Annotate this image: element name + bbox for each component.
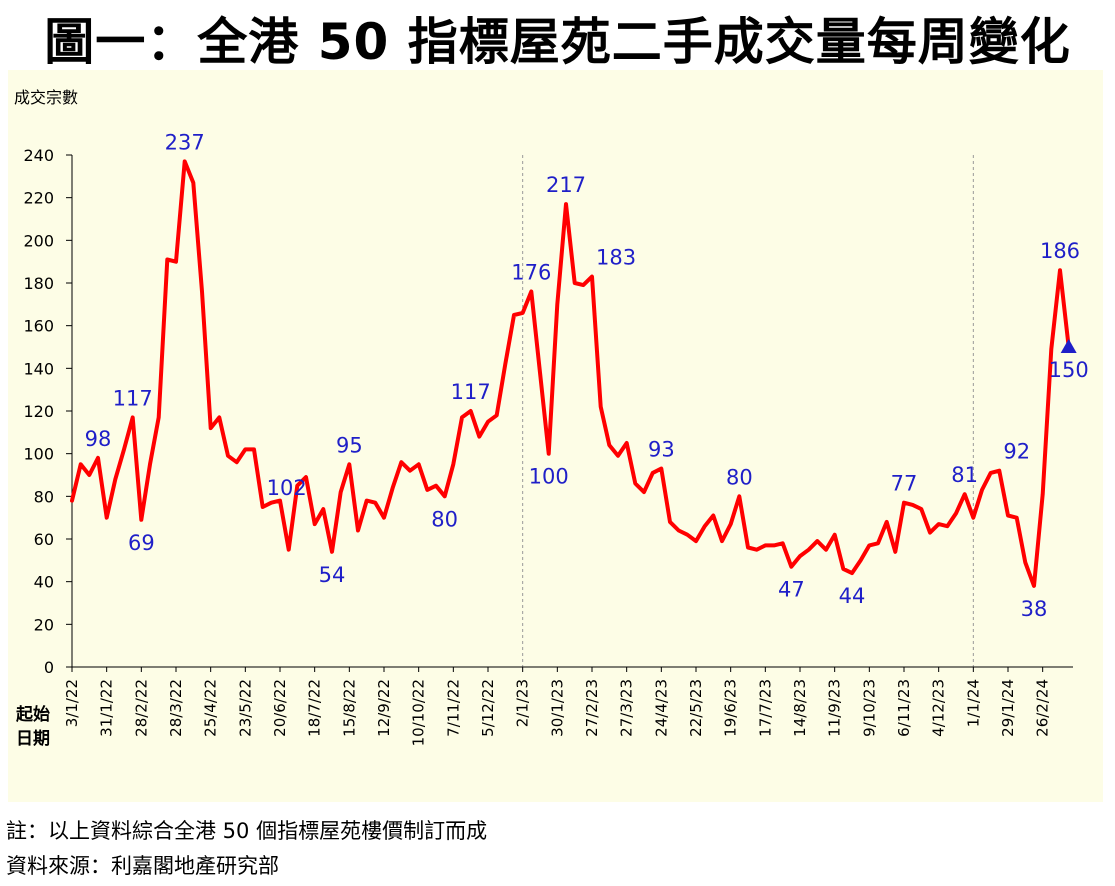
x-tick-label: 10/10/22 (410, 679, 428, 746)
data-label: 47 (778, 578, 805, 602)
data-label: 183 (596, 246, 636, 270)
chart-panel: 成交宗數起始日期 0 20 40 60 80 100 120 140 160 180 200 220 24… (8, 70, 1103, 802)
x-tick-label: 3/1/22 (63, 679, 81, 727)
chart-title: 圖一：全港 50 指標屋苑二手成交量每周變化 (44, 13, 1071, 71)
data-label: 186 (1040, 239, 1080, 263)
data-label: 102 (267, 476, 307, 500)
data-label: 81 (951, 463, 978, 487)
data-label: 98 (85, 427, 112, 451)
x-tick-label: 19/6/23 (722, 679, 740, 737)
data-label: 217 (546, 173, 586, 197)
data-series-line (70, 159, 1071, 588)
data-label: 95 (336, 433, 363, 457)
data-label: 80 (726, 465, 753, 489)
data-label: 100 (529, 465, 569, 489)
x-tick-label: 27/2/23 (583, 679, 601, 737)
x-tick-label: 18/7/22 (306, 679, 324, 737)
y-tick-label: 120 (23, 402, 54, 421)
data-label: 117 (113, 386, 153, 410)
x-tick-label: 2/1/23 (514, 679, 532, 727)
source-note: 資料來源：利嘉閣地產研究部 (6, 854, 279, 878)
x-tick-label: 5/12/22 (479, 679, 497, 737)
y-tick-label: 80 (34, 487, 54, 506)
y-tick-label: 40 (34, 573, 54, 592)
x-tick-label: 9/10/23 (860, 679, 878, 737)
x-tick-label: 1/1/24 (964, 679, 982, 727)
x-tick-label: 26/2/24 (1034, 679, 1052, 737)
y-tick-label: 100 (23, 445, 54, 464)
x-tick-label: 31/1/22 (98, 679, 116, 737)
y-tick-label: 0 (44, 658, 54, 677)
x-tick-label: 29/1/24 (999, 679, 1017, 737)
y-tick-label: 60 (34, 530, 54, 549)
footnote: 註：以上資料綜合全港 50 個指標屋苑樓價制訂而成 (6, 819, 488, 843)
y-tick-label: 220 (23, 189, 54, 208)
x-tick-label: 6/11/23 (895, 679, 913, 737)
data-label: 38 (1021, 597, 1048, 621)
y-tick-label: 160 (23, 317, 54, 336)
x-tick-label: 22/5/23 (687, 679, 705, 737)
x-tick-label: 4/12/23 (930, 679, 948, 737)
x-tick-label: 7/11/22 (444, 679, 462, 737)
x-tick-label: 17/7/23 (756, 679, 774, 737)
data-label: 176 (511, 261, 551, 285)
data-label: 80 (431, 507, 458, 531)
x-tick-label: 27/3/23 (618, 679, 636, 737)
data-label: 77 (891, 472, 918, 496)
x-tick-label: 28/2/22 (132, 679, 150, 737)
data-label: 44 (839, 584, 866, 608)
y-tick-label: 20 (34, 615, 54, 634)
data-label: 117 (451, 380, 491, 404)
y-tick-label: 180 (23, 274, 54, 293)
x-tick-label: 11/9/23 (826, 679, 844, 737)
latest-point-marker (1060, 339, 1077, 353)
y-axis-label: 成交宗數 (14, 88, 78, 107)
x-axis-label: 日期 (16, 729, 50, 749)
x-tick-label: 12/9/22 (375, 679, 393, 737)
data-label: 69 (128, 531, 155, 555)
data-label: 237 (165, 130, 205, 154)
x-tick-label: 14/8/23 (791, 679, 809, 737)
x-axis-label: 起始 (15, 704, 50, 725)
y-tick-label: 240 (23, 146, 54, 165)
x-tick-label: 25/4/22 (202, 679, 220, 737)
x-tick-label: 23/5/22 (236, 679, 254, 737)
x-tick-label: 30/1/23 (548, 679, 566, 737)
x-tick-label: 20/6/22 (271, 679, 289, 737)
x-tick-label: 15/8/22 (340, 679, 358, 737)
y-tick-label: 200 (23, 231, 54, 250)
y-tick-label: 140 (23, 359, 54, 378)
data-label: 93 (648, 438, 675, 462)
data-label: 150 (1049, 358, 1089, 382)
x-tick-label: 28/3/22 (167, 679, 185, 737)
x-tick-label: 24/4/23 (652, 679, 670, 737)
data-label: 92 (1003, 440, 1030, 464)
data-label: 54 (319, 563, 346, 587)
